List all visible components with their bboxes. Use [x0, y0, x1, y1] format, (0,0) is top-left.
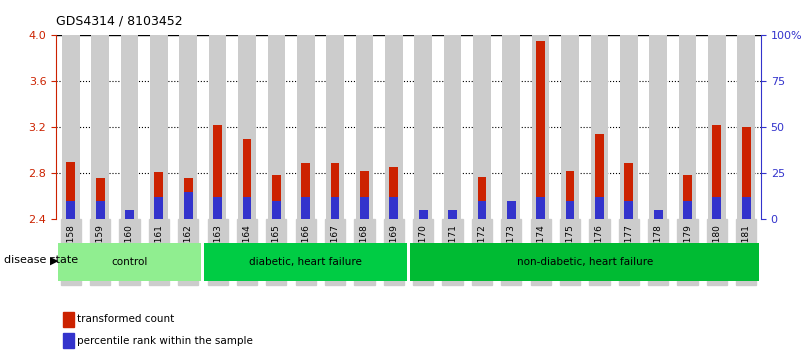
Bar [650, 35, 667, 219]
Bar [448, 212, 457, 219]
Bar [536, 41, 545, 219]
Bar [91, 35, 109, 219]
Bar [272, 175, 280, 219]
Text: non-diabetic, heart failure: non-diabetic, heart failure [517, 257, 653, 267]
Bar [507, 208, 516, 219]
Bar [683, 201, 692, 219]
Bar [209, 35, 227, 219]
Bar [595, 198, 604, 219]
Text: control: control [111, 257, 147, 267]
Bar [624, 163, 633, 219]
Bar [125, 210, 134, 219]
Bar [66, 162, 75, 219]
Bar [184, 192, 193, 219]
Bar [268, 35, 285, 219]
Bar [360, 198, 368, 219]
Bar [738, 35, 755, 219]
Bar [444, 35, 461, 219]
Bar [356, 35, 373, 219]
Bar [473, 35, 491, 219]
FancyBboxPatch shape [410, 243, 759, 281]
FancyBboxPatch shape [204, 243, 407, 281]
Bar [502, 35, 520, 219]
Bar [419, 210, 428, 219]
Text: percentile rank within the sample: percentile rank within the sample [77, 336, 253, 346]
Bar [243, 139, 252, 219]
Bar [477, 201, 486, 219]
Bar [184, 178, 193, 219]
Bar [654, 210, 662, 219]
Bar [678, 35, 696, 219]
Text: ▶: ▶ [50, 255, 58, 265]
Bar [179, 35, 197, 219]
Bar [360, 171, 368, 219]
Bar [238, 35, 256, 219]
Bar [272, 201, 280, 219]
Text: GDS4314 / 8103452: GDS4314 / 8103452 [56, 14, 183, 27]
Bar [155, 198, 163, 219]
Bar [96, 201, 104, 219]
Bar [562, 35, 579, 219]
Bar [297, 35, 315, 219]
Bar [507, 201, 516, 219]
Bar [389, 166, 398, 219]
Text: diabetic, heart failure: diabetic, heart failure [249, 257, 362, 267]
Bar [595, 134, 604, 219]
Bar [66, 201, 75, 219]
Bar [243, 198, 252, 219]
Bar [620, 35, 638, 219]
Bar [331, 163, 340, 219]
Bar [301, 198, 310, 219]
Bar [62, 35, 79, 219]
Bar [683, 175, 692, 219]
Bar [301, 163, 310, 219]
Bar [389, 198, 398, 219]
Bar [213, 198, 222, 219]
Bar [590, 35, 608, 219]
Bar [63, 312, 74, 327]
Bar [742, 198, 751, 219]
Bar [213, 125, 222, 219]
Bar [331, 198, 340, 219]
Bar [654, 212, 662, 219]
Bar [712, 125, 721, 219]
Bar [477, 177, 486, 219]
Bar [385, 35, 403, 219]
Bar [121, 35, 139, 219]
Bar [566, 201, 574, 219]
Bar [326, 35, 344, 219]
Bar [155, 172, 163, 219]
Bar [150, 35, 167, 219]
Bar [448, 210, 457, 219]
Text: disease state: disease state [4, 255, 78, 265]
Bar [532, 35, 549, 219]
Text: transformed count: transformed count [77, 314, 175, 325]
Bar [712, 198, 721, 219]
Bar [96, 178, 104, 219]
Bar [63, 333, 74, 348]
Bar [624, 201, 633, 219]
Bar [414, 35, 432, 219]
Bar [708, 35, 726, 219]
FancyBboxPatch shape [58, 243, 202, 281]
Bar [742, 127, 751, 219]
Bar [125, 215, 134, 219]
Bar [536, 198, 545, 219]
Bar [566, 171, 574, 219]
Bar [419, 211, 428, 219]
